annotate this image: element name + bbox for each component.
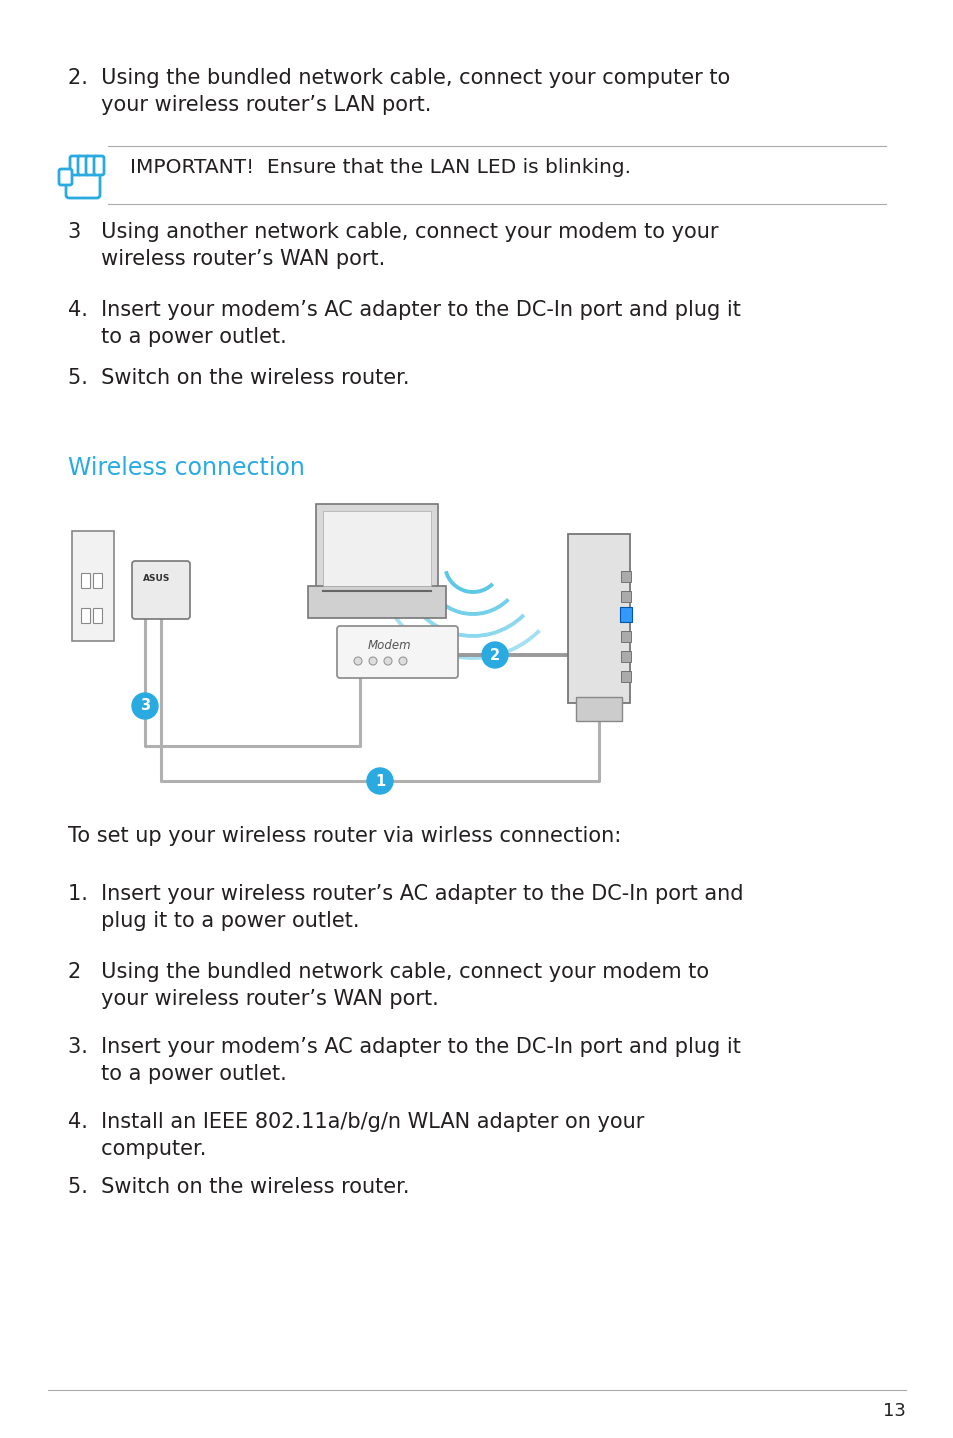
FancyBboxPatch shape bbox=[93, 574, 102, 588]
FancyBboxPatch shape bbox=[619, 607, 632, 621]
FancyBboxPatch shape bbox=[315, 503, 437, 592]
FancyBboxPatch shape bbox=[620, 670, 631, 682]
Text: 13: 13 bbox=[882, 1402, 905, 1419]
Text: Modem: Modem bbox=[368, 638, 411, 651]
FancyBboxPatch shape bbox=[620, 611, 631, 621]
Text: 1: 1 bbox=[375, 774, 385, 788]
Text: 5.  Switch on the wireless router.: 5. Switch on the wireless router. bbox=[68, 368, 409, 388]
Text: 2: 2 bbox=[490, 647, 499, 663]
FancyBboxPatch shape bbox=[78, 155, 89, 175]
FancyBboxPatch shape bbox=[620, 571, 631, 581]
Text: 3: 3 bbox=[140, 699, 150, 713]
Circle shape bbox=[481, 641, 507, 669]
Circle shape bbox=[354, 657, 361, 664]
FancyBboxPatch shape bbox=[620, 630, 631, 641]
Text: 5.  Switch on the wireless router.: 5. Switch on the wireless router. bbox=[68, 1176, 409, 1196]
FancyBboxPatch shape bbox=[81, 574, 91, 588]
FancyBboxPatch shape bbox=[336, 626, 457, 677]
FancyBboxPatch shape bbox=[66, 170, 100, 198]
Text: 3.  Insert your modem’s AC adapter to the DC-In port and plug it
     to a power: 3. Insert your modem’s AC adapter to the… bbox=[68, 1037, 740, 1084]
Text: ASUS: ASUS bbox=[143, 574, 171, 582]
Text: 2.  Using the bundled network cable, connect your computer to
     your wireless: 2. Using the bundled network cable, conn… bbox=[68, 68, 729, 115]
Circle shape bbox=[369, 657, 376, 664]
FancyBboxPatch shape bbox=[620, 591, 631, 601]
FancyBboxPatch shape bbox=[59, 170, 71, 186]
Circle shape bbox=[384, 657, 392, 664]
Text: To set up your wireless router via wirless connection:: To set up your wireless router via wirle… bbox=[68, 825, 620, 846]
Text: 4.  Install an IEEE 802.11a/b/g/n WLAN adapter on your
     computer.: 4. Install an IEEE 802.11a/b/g/n WLAN ad… bbox=[68, 1112, 643, 1159]
Text: Wireless connection: Wireless connection bbox=[68, 456, 305, 480]
Circle shape bbox=[367, 768, 393, 794]
Text: IMPORTANT!  Ensure that the LAN LED is blinking.: IMPORTANT! Ensure that the LAN LED is bl… bbox=[130, 158, 630, 177]
Text: 1.  Insert your wireless router’s AC adapter to the DC-In port and
     plug it : 1. Insert your wireless router’s AC adap… bbox=[68, 884, 742, 932]
Circle shape bbox=[132, 693, 158, 719]
FancyBboxPatch shape bbox=[323, 510, 431, 587]
FancyBboxPatch shape bbox=[71, 531, 113, 641]
FancyBboxPatch shape bbox=[567, 533, 629, 703]
FancyBboxPatch shape bbox=[576, 697, 621, 720]
FancyBboxPatch shape bbox=[620, 650, 631, 661]
FancyBboxPatch shape bbox=[308, 587, 446, 618]
Text: 4.  Insert your modem’s AC adapter to the DC-In port and plug it
     to a power: 4. Insert your modem’s AC adapter to the… bbox=[68, 301, 740, 347]
FancyBboxPatch shape bbox=[132, 561, 190, 618]
Text: 3   Using another network cable, connect your modem to your
     wireless router: 3 Using another network cable, connect y… bbox=[68, 221, 718, 269]
FancyBboxPatch shape bbox=[93, 608, 102, 624]
FancyBboxPatch shape bbox=[94, 155, 104, 175]
FancyBboxPatch shape bbox=[86, 155, 97, 175]
FancyBboxPatch shape bbox=[70, 155, 81, 175]
Text: 2   Using the bundled network cable, connect your modem to
     your wireless ro: 2 Using the bundled network cable, conne… bbox=[68, 962, 708, 1009]
Circle shape bbox=[398, 657, 407, 664]
FancyBboxPatch shape bbox=[81, 608, 91, 624]
